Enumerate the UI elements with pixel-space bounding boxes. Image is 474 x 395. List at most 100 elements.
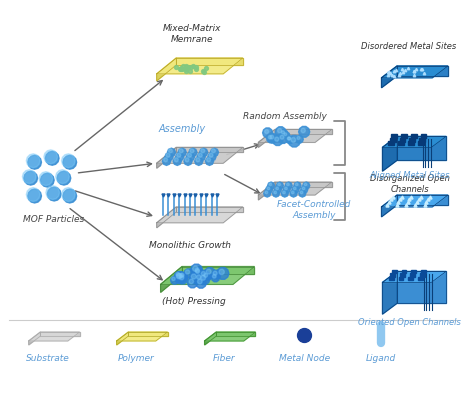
Text: Disordered Metal Sites: Disordered Metal Sites (361, 42, 456, 51)
Polygon shape (177, 153, 181, 157)
Polygon shape (189, 279, 193, 284)
Polygon shape (258, 130, 275, 147)
Polygon shape (419, 138, 425, 142)
Text: MOF Particles: MOF Particles (23, 215, 84, 224)
Polygon shape (175, 273, 185, 282)
Polygon shape (209, 153, 213, 157)
Polygon shape (57, 171, 71, 185)
Polygon shape (197, 275, 201, 279)
Polygon shape (283, 186, 290, 193)
Polygon shape (157, 147, 176, 168)
Polygon shape (273, 190, 280, 197)
Polygon shape (219, 269, 224, 275)
Polygon shape (419, 273, 425, 277)
Polygon shape (258, 182, 275, 200)
Polygon shape (27, 188, 40, 201)
Polygon shape (301, 128, 305, 133)
Polygon shape (157, 58, 176, 81)
Polygon shape (418, 277, 423, 280)
Polygon shape (205, 332, 216, 345)
Polygon shape (295, 183, 298, 186)
Polygon shape (186, 152, 195, 161)
Polygon shape (288, 135, 300, 147)
Polygon shape (46, 151, 59, 165)
Polygon shape (275, 182, 332, 187)
Polygon shape (273, 135, 283, 145)
Polygon shape (268, 135, 272, 139)
Polygon shape (189, 273, 201, 284)
Polygon shape (266, 134, 275, 143)
Polygon shape (303, 182, 310, 189)
Polygon shape (62, 154, 75, 168)
Polygon shape (157, 207, 243, 223)
Polygon shape (174, 158, 178, 162)
Polygon shape (258, 130, 332, 142)
Polygon shape (192, 266, 198, 271)
Polygon shape (275, 127, 286, 137)
Polygon shape (171, 276, 179, 284)
Polygon shape (287, 136, 294, 143)
Polygon shape (300, 191, 303, 194)
Polygon shape (63, 155, 77, 169)
Polygon shape (302, 187, 305, 190)
Polygon shape (201, 271, 206, 276)
Polygon shape (411, 270, 416, 273)
Polygon shape (280, 135, 284, 139)
Polygon shape (40, 173, 54, 187)
Polygon shape (210, 148, 219, 156)
Polygon shape (398, 141, 404, 145)
Polygon shape (44, 150, 57, 164)
Polygon shape (383, 136, 397, 171)
Polygon shape (382, 66, 448, 78)
Polygon shape (190, 149, 194, 153)
Polygon shape (418, 141, 424, 145)
Polygon shape (211, 149, 216, 153)
Polygon shape (27, 154, 40, 168)
Polygon shape (24, 171, 37, 185)
Polygon shape (198, 153, 202, 157)
Polygon shape (392, 270, 397, 273)
Polygon shape (397, 136, 446, 160)
Polygon shape (117, 332, 167, 341)
Polygon shape (22, 170, 36, 184)
Polygon shape (173, 157, 182, 166)
Polygon shape (400, 273, 405, 277)
Polygon shape (274, 137, 279, 141)
Polygon shape (383, 136, 446, 147)
Polygon shape (128, 332, 167, 336)
Polygon shape (199, 274, 210, 285)
Polygon shape (176, 147, 243, 152)
Polygon shape (195, 274, 205, 283)
Polygon shape (409, 277, 413, 280)
Polygon shape (269, 183, 272, 186)
Polygon shape (383, 271, 397, 314)
Polygon shape (382, 195, 397, 217)
Polygon shape (280, 130, 288, 137)
Polygon shape (292, 186, 299, 193)
Polygon shape (283, 191, 285, 194)
Polygon shape (187, 153, 191, 157)
Polygon shape (276, 187, 279, 190)
Polygon shape (196, 158, 200, 162)
Text: Aligned Metal Sites: Aligned Metal Sites (370, 171, 450, 180)
Polygon shape (29, 332, 80, 341)
Polygon shape (383, 271, 446, 282)
Polygon shape (178, 273, 187, 282)
Polygon shape (200, 271, 210, 280)
Polygon shape (177, 274, 182, 278)
Polygon shape (288, 137, 291, 140)
Polygon shape (216, 332, 255, 336)
Polygon shape (299, 126, 310, 137)
Polygon shape (166, 153, 170, 157)
Polygon shape (201, 275, 206, 280)
Polygon shape (391, 134, 397, 138)
Polygon shape (47, 187, 61, 201)
Polygon shape (299, 190, 306, 197)
Polygon shape (196, 278, 206, 288)
Polygon shape (202, 273, 211, 281)
Polygon shape (282, 131, 284, 134)
Polygon shape (217, 267, 229, 279)
Polygon shape (301, 186, 308, 193)
Text: (Hot) Pressing: (Hot) Pressing (162, 297, 226, 306)
Polygon shape (29, 332, 40, 345)
